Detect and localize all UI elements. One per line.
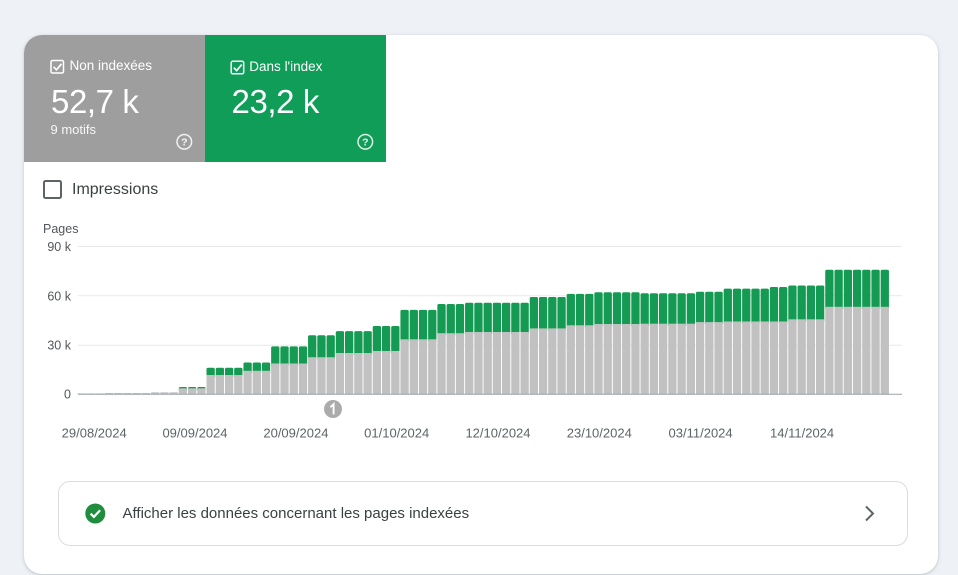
svg-text:60 k: 60 k <box>47 289 71 303</box>
svg-text:?: ? <box>362 137 368 149</box>
svg-text:14/11/2024: 14/11/2024 <box>770 426 834 441</box>
svg-text:20/09/2024: 20/09/2024 <box>263 426 328 441</box>
svg-text:Pages: Pages <box>43 222 78 236</box>
svg-text:0: 0 <box>64 387 71 401</box>
svg-text:09/09/2024: 09/09/2024 <box>162 426 227 441</box>
svg-text:23/10/2024: 23/10/2024 <box>567 426 632 441</box>
svg-text:30 k: 30 k <box>47 339 71 353</box>
svg-text:12/10/2024: 12/10/2024 <box>465 426 530 441</box>
svg-text:29/08/2024: 29/08/2024 <box>62 426 127 441</box>
svg-text:03/11/2024: 03/11/2024 <box>669 426 733 441</box>
svg-text:90 k: 90 k <box>47 240 71 254</box>
svg-text:01/10/2024: 01/10/2024 <box>364 426 429 441</box>
svg-text:?: ? <box>181 137 187 149</box>
